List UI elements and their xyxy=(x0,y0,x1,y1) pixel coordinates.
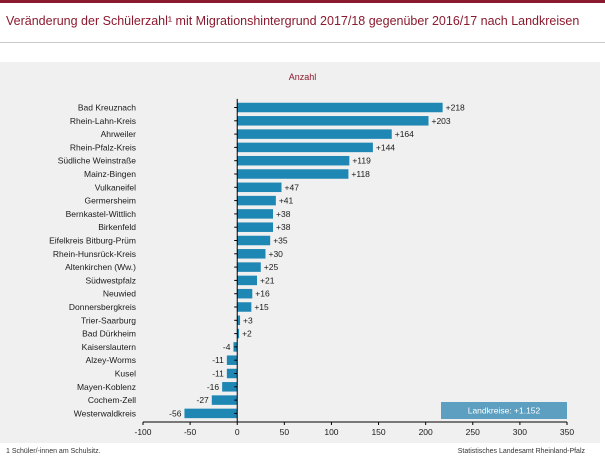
category-label: Westerwaldkreis xyxy=(74,408,136,418)
category-label: Kaiserslautern xyxy=(82,342,137,352)
footnote: 1 Schüler/-innen am Schulsitz. xyxy=(6,448,101,455)
total-annotation-box xyxy=(441,402,567,419)
bar xyxy=(237,288,253,299)
category-label: Neuwied xyxy=(103,289,136,299)
x-tick-label: 200 xyxy=(419,427,433,437)
category-label: Bad Kreuznach xyxy=(78,103,136,113)
data-label: +3 xyxy=(243,315,253,325)
data-label: -11 xyxy=(212,369,224,379)
total-annotation: Landkreise: +1.152 xyxy=(468,406,541,416)
category-label: Cochem-Zell xyxy=(88,395,136,405)
bar xyxy=(237,328,240,339)
page-title: Veränderung der Schülerzahl¹ mit Migrati… xyxy=(6,14,580,28)
bar xyxy=(222,382,238,392)
data-label: +38 xyxy=(276,222,291,232)
bar xyxy=(211,395,238,405)
bar xyxy=(237,116,429,126)
x-tick-label: 100 xyxy=(324,427,338,437)
data-label: -4 xyxy=(223,342,231,352)
title-divider xyxy=(0,42,605,43)
data-label: +144 xyxy=(376,142,395,152)
category-label: Rhein-Hunsrück-Kreis xyxy=(53,249,136,259)
bar xyxy=(226,355,238,365)
x-tick-label: 250 xyxy=(466,427,480,437)
bar xyxy=(237,102,443,113)
data-label: +41 xyxy=(279,196,294,206)
category-label: Vulkaneifel xyxy=(95,182,136,192)
data-label: -27 xyxy=(196,395,209,405)
bar xyxy=(237,209,274,219)
category-label: Südliche Weinstraße xyxy=(58,156,137,166)
bar xyxy=(237,182,282,193)
x-tick-label: -50 xyxy=(184,427,197,437)
bar xyxy=(237,129,392,139)
data-label: +47 xyxy=(285,182,300,192)
data-label: -11 xyxy=(212,355,224,365)
bar xyxy=(237,235,271,246)
category-label: Mayen-Koblenz xyxy=(77,382,136,392)
x-tick-label: 350 xyxy=(560,427,574,437)
category-label: Mainz-Bingen xyxy=(84,169,136,179)
category-label: Alzey-Worms xyxy=(86,355,136,365)
data-label: +203 xyxy=(431,116,450,126)
category-label: Donnersbergkreis xyxy=(69,302,136,312)
bar xyxy=(237,315,241,326)
data-label: +35 xyxy=(273,236,288,246)
x-tick-label: 300 xyxy=(513,427,527,437)
data-label: +25 xyxy=(264,262,279,272)
data-label: +119 xyxy=(352,156,371,166)
data-label: +30 xyxy=(268,249,283,259)
data-label: +16 xyxy=(255,289,270,299)
x-tick-label: 50 xyxy=(280,427,290,437)
data-label: +21 xyxy=(260,275,275,285)
category-label: Trier-Saarburg xyxy=(81,315,136,325)
x-tick-label: 0 xyxy=(235,427,240,437)
category-label: Rhein-Lahn-Kreis xyxy=(70,116,136,126)
top-accent-bar xyxy=(0,0,605,3)
bar xyxy=(237,195,276,206)
data-label: +15 xyxy=(254,302,269,312)
category-label: Rhein-Pfalz-Kreis xyxy=(70,142,136,152)
data-label: +2 xyxy=(242,329,252,339)
bar xyxy=(237,302,252,312)
bar xyxy=(237,169,349,179)
category-label: Kusel xyxy=(115,369,136,379)
bar xyxy=(237,155,350,166)
category-label: Eifelkreis Bitburg-Prüm xyxy=(49,236,136,246)
category-label: Germersheim xyxy=(85,196,136,206)
data-label: -56 xyxy=(169,408,182,418)
bar xyxy=(237,262,261,272)
x-tick-label: 150 xyxy=(371,427,385,437)
bar xyxy=(184,408,238,419)
bar xyxy=(237,275,258,286)
bar xyxy=(237,249,266,259)
data-label: -16 xyxy=(207,382,220,392)
chart-title: Anzahl xyxy=(288,72,317,82)
bar xyxy=(237,222,274,232)
category-label: Altenkirchen (Ww.) xyxy=(65,262,136,272)
x-tick-label: -100 xyxy=(134,427,151,437)
category-label: Bernkastel-Wittlich xyxy=(66,209,137,219)
data-label: +38 xyxy=(276,209,291,219)
bar xyxy=(237,142,373,153)
category-label: Birkenfeld xyxy=(98,222,136,232)
data-label: +218 xyxy=(446,103,465,113)
category-label: Ahrweiler xyxy=(101,129,137,139)
category-label: Bad Dürkheim xyxy=(82,329,136,339)
data-label: +118 xyxy=(351,169,370,179)
source-note: Statistisches Landesamt Rheinland-Pfalz xyxy=(457,448,585,455)
bar xyxy=(226,368,238,379)
category-label: Südwestpfalz xyxy=(85,275,136,285)
data-label: +164 xyxy=(395,129,414,139)
